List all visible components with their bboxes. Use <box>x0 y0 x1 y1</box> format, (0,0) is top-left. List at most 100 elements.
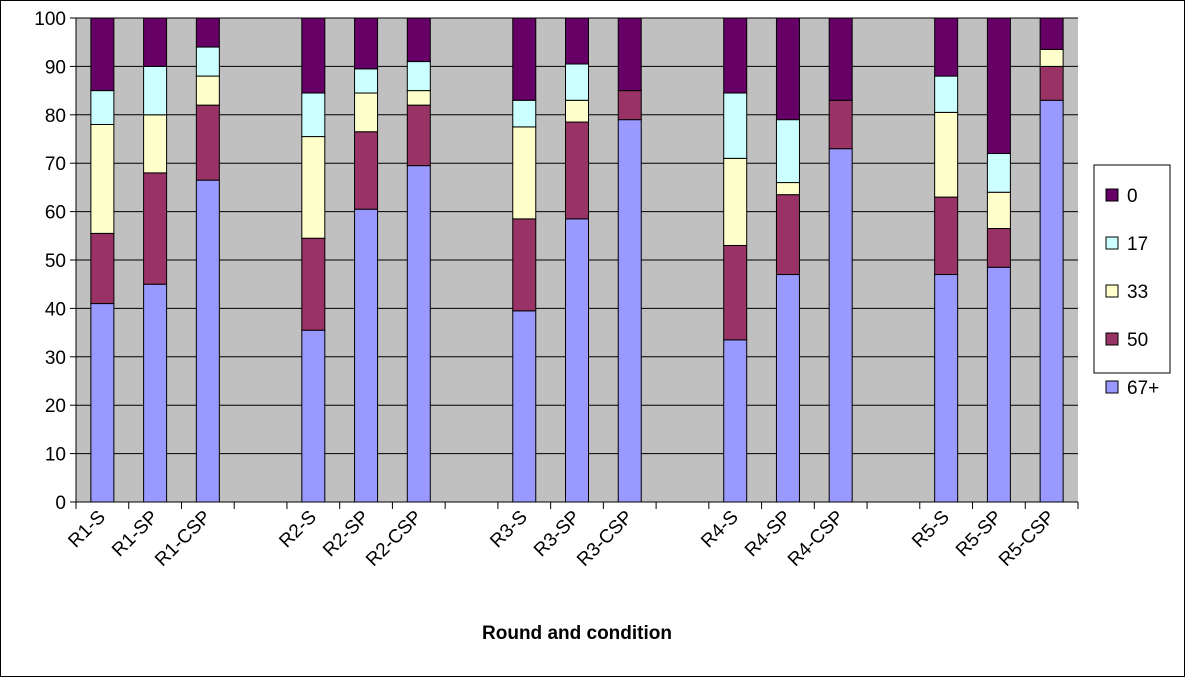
bar-segment <box>986 266 1011 503</box>
y-tick-label: 60 <box>45 203 66 224</box>
bar-segment <box>143 17 168 67</box>
bar-segment <box>195 46 220 77</box>
bar-segment <box>1039 99 1064 503</box>
y-tick-label: 0 <box>55 493 66 514</box>
bar-segment <box>934 17 959 77</box>
bar-segment <box>986 17 1011 155</box>
bar-segment <box>775 17 800 121</box>
bar-segment <box>406 104 431 167</box>
bar-segment <box>354 208 379 503</box>
legend-swatch <box>1105 284 1119 298</box>
bar-segment <box>828 99 853 150</box>
bar-segment <box>986 191 1011 230</box>
bar-segment <box>775 194 800 276</box>
y-tick-label: 100 <box>34 9 66 30</box>
bar-segment <box>354 92 379 133</box>
legend-label: 17 <box>1127 234 1148 255</box>
bar-segment <box>934 111 959 198</box>
bar-segment <box>90 123 115 234</box>
bar-segment <box>406 17 431 63</box>
bar-segment <box>354 17 379 70</box>
y-tick-label: 90 <box>45 57 66 78</box>
bar-segment <box>986 153 1011 193</box>
bar-segment <box>775 119 800 184</box>
bar-segment <box>354 68 379 94</box>
legend-label: 0 <box>1127 186 1138 207</box>
bar-segment <box>723 157 748 246</box>
bar-segment <box>565 17 589 65</box>
bar-segment <box>565 63 589 101</box>
bar-segment <box>301 92 326 138</box>
legend-swatch <box>1105 188 1119 202</box>
x-tick-label: R3-S <box>486 507 531 552</box>
x-tick-label: R4-CSP <box>784 507 848 571</box>
bar-segment <box>617 119 642 503</box>
bar-segment <box>723 92 748 159</box>
bar-segment <box>565 218 589 503</box>
bar-segment <box>1039 65 1064 101</box>
x-tick-label: R2-CSP <box>362 507 426 571</box>
bar-segment <box>565 121 589 220</box>
bar-segment <box>90 303 115 503</box>
bar-segment <box>90 17 115 92</box>
bar-segment <box>986 228 1011 268</box>
x-tick-label: R4-S <box>697 507 742 552</box>
bar-segment <box>406 90 431 106</box>
y-tick-label: 10 <box>45 445 66 466</box>
legend-swatch <box>1105 380 1119 394</box>
y-tick-label: 80 <box>45 106 66 127</box>
bar-segment <box>301 17 326 94</box>
bar-segment <box>617 17 642 92</box>
y-tick-label: 40 <box>45 299 66 320</box>
bar-segment <box>512 218 537 312</box>
legend-label: 33 <box>1127 282 1148 303</box>
bar-segment <box>512 17 537 101</box>
legend-swatch <box>1105 332 1119 346</box>
bar-segment <box>934 274 959 503</box>
bar-segment <box>301 237 326 331</box>
bar-segment <box>775 182 800 196</box>
bar-segment <box>195 75 220 106</box>
bar-segment <box>354 131 379 210</box>
bar-segment <box>406 61 431 92</box>
bar-segment <box>1039 48 1064 67</box>
x-tick-label: R1-CSP <box>151 507 215 571</box>
y-tick-label: 30 <box>45 348 66 369</box>
bar-segment <box>775 274 800 503</box>
x-tick-label: R3-CSP <box>573 507 637 571</box>
legend-swatch <box>1105 236 1119 250</box>
y-tick-label: 70 <box>45 154 66 175</box>
bar-segment <box>617 90 642 121</box>
bar-segment <box>90 90 115 125</box>
bar-segment <box>723 17 748 94</box>
x-tick-label: R5-S <box>908 507 953 552</box>
bar-segment <box>195 179 220 503</box>
x-tick-label: R2-S <box>275 507 320 552</box>
bar-segment <box>143 114 168 174</box>
bar-segment <box>301 329 326 503</box>
bar-segment <box>828 148 853 503</box>
bar-segment <box>512 126 537 220</box>
bar-segment <box>512 99 537 128</box>
bar-segment <box>195 17 220 48</box>
bar-segment <box>143 283 168 503</box>
bar-segment <box>723 244 748 341</box>
bar-segment <box>90 232 115 305</box>
x-tick-label: R5-CSP <box>995 507 1059 571</box>
bar-segment <box>934 75 959 113</box>
legend-label: 50 <box>1127 330 1148 351</box>
bar-segment <box>143 172 168 285</box>
bar-segment <box>828 17 853 101</box>
bar-segment <box>195 104 220 181</box>
bar-segment <box>512 310 537 503</box>
bar-segment <box>565 99 589 123</box>
x-tick-label: R1-S <box>64 507 109 552</box>
y-tick-label: 50 <box>45 251 66 272</box>
bar-segment <box>723 339 748 503</box>
bar-segment <box>301 136 326 239</box>
y-tick-label: 20 <box>45 396 66 417</box>
legend-label: 67+ <box>1127 378 1159 399</box>
bar-segment <box>934 196 959 276</box>
